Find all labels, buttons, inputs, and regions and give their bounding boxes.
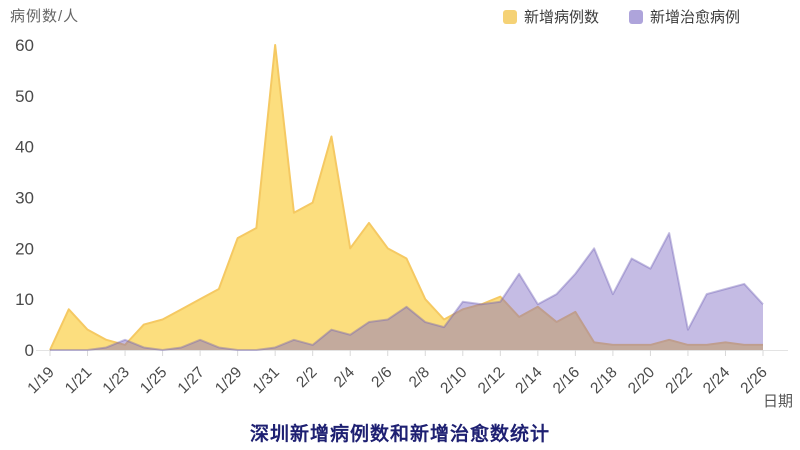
x-tick-label: 2/18 bbox=[587, 364, 620, 397]
x-tick-label: 2/4 bbox=[331, 364, 359, 392]
x-tick-label: 1/23 bbox=[100, 364, 133, 397]
x-tick-label: 2/8 bbox=[406, 364, 433, 391]
x-tick-label: 1/27 bbox=[175, 364, 208, 397]
x-tick-label: 2/10 bbox=[437, 364, 471, 398]
legend-item-new-recovered[interactable]: 新增治愈病例 bbox=[629, 6, 740, 27]
legend-swatch-new-recovered-icon bbox=[629, 9, 644, 24]
x-tick-label: 2/24 bbox=[700, 364, 734, 398]
x-tick-label: 1/21 bbox=[62, 364, 95, 397]
series-line-new-cases bbox=[49, 44, 763, 351]
x-tick-label: 2/12 bbox=[475, 364, 508, 397]
x-tick-label: 1/19 bbox=[24, 364, 57, 397]
y-tick-label: 60 bbox=[15, 36, 34, 55]
x-tick-label: 2/22 bbox=[662, 364, 695, 397]
y-tick-label: 20 bbox=[15, 239, 34, 258]
y-tick-label: 40 bbox=[15, 138, 34, 157]
series-line-new-recovered bbox=[50, 232, 764, 351]
x-tick-label: 2/16 bbox=[550, 364, 583, 397]
y-tick-label: 50 bbox=[15, 87, 34, 106]
y-tick-label: 30 bbox=[15, 189, 34, 208]
chart-title: 深圳新增病例数和新增治愈数统计 bbox=[249, 424, 550, 445]
x-tick-label: 2/2 bbox=[293, 364, 320, 391]
legend-label-new-cases: 新增病例数 bbox=[524, 9, 600, 26]
legend-swatch-new-cases-icon bbox=[503, 9, 517, 24]
y-tick-label: 10 bbox=[15, 290, 34, 309]
x-tick-label: 2/14 bbox=[512, 364, 546, 398]
x-tick-label: 2/6 bbox=[368, 364, 395, 391]
legend: 新增病例数 新增治愈病例 bbox=[503, 6, 740, 27]
series-area-new-cases bbox=[50, 45, 763, 350]
x-tick-label: 1/25 bbox=[137, 364, 170, 397]
series-area-new-recovered bbox=[50, 233, 763, 350]
y-axis-title: 病例数/人 bbox=[10, 8, 80, 25]
x-tick-label: 2/20 bbox=[625, 364, 659, 398]
x-tick-label: 1/31 bbox=[250, 364, 283, 397]
legend-label-new-recovered: 新增治愈病例 bbox=[650, 9, 741, 26]
x-tick-label: 1/29 bbox=[212, 364, 245, 397]
x-axis-unit-label: 日期 bbox=[763, 393, 794, 410]
y-tick-label: 0 bbox=[25, 341, 34, 360]
legend-item-new-cases[interactable]: 新增病例数 bbox=[503, 6, 599, 27]
